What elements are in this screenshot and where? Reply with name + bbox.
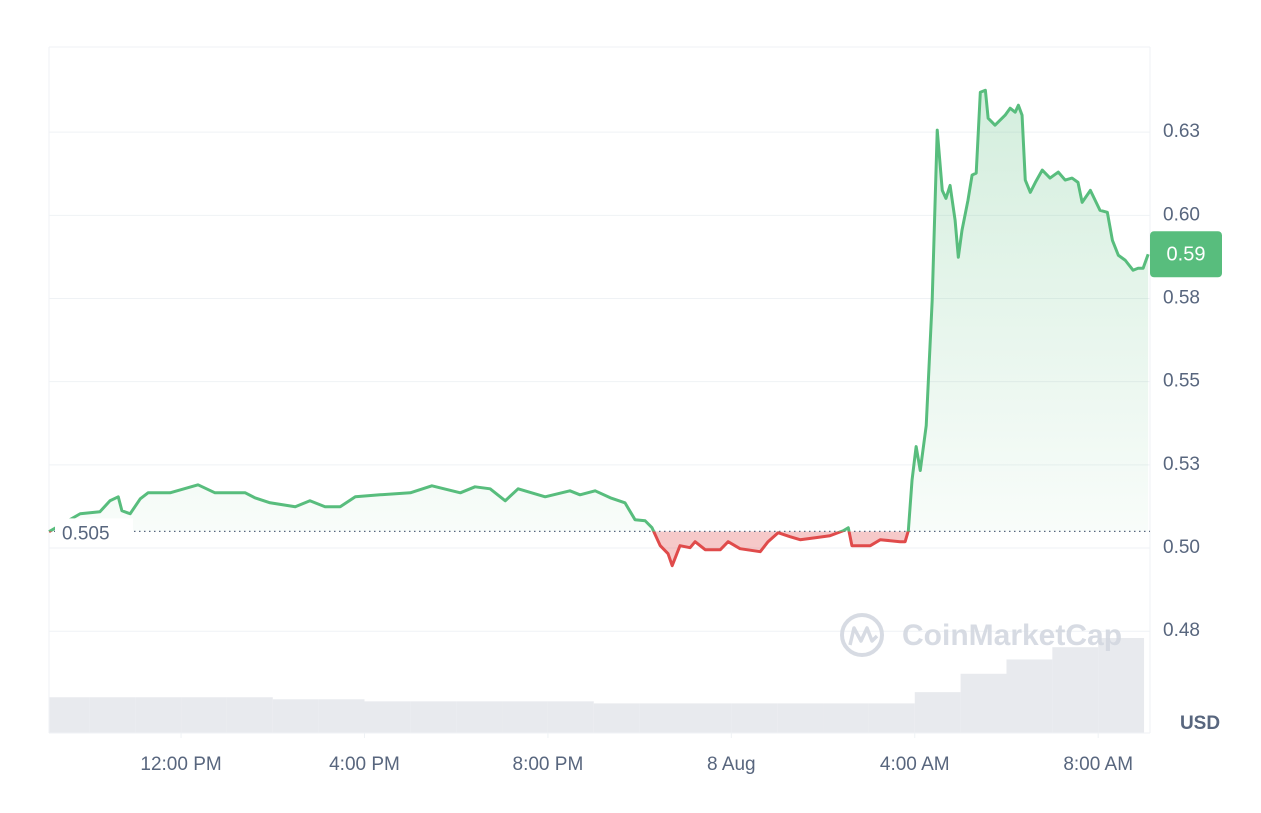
volume-bar: [135, 697, 182, 733]
x-tick-label: 8:00 PM: [513, 754, 584, 775]
volume-bar: [547, 701, 594, 733]
volume-bar: [593, 703, 640, 733]
volume-bar: [1006, 659, 1053, 733]
volume-layer: [49, 638, 1145, 733]
volume-bar: [410, 701, 457, 733]
y-unit: USD: [1180, 713, 1220, 734]
y-tick-label: 0.58: [1163, 288, 1200, 309]
series-layer: 0.505 0.59: [48, 88, 1222, 568]
volume-bar: [181, 697, 227, 733]
grid-layer: 0.48 0.50 0.53 0.55 0.58 0.60 0.63 12:00 PM 4:00…: [49, 121, 1200, 775]
price-line: [48, 88, 1150, 568]
volume-bar: [318, 699, 365, 733]
x-tick-label: 8 Aug: [707, 754, 756, 775]
volume-bar: [272, 699, 319, 733]
volume-bar: [456, 701, 503, 733]
volume-bar: [89, 697, 136, 733]
volume-bar: [502, 701, 548, 733]
volume-bar: [777, 703, 824, 733]
volume-bar: [1052, 647, 1099, 733]
y-tick-label: 0.53: [1163, 454, 1200, 475]
x-tick-label: 4:00 AM: [880, 754, 950, 775]
baseline-label-bg: [55, 518, 133, 547]
volume-bar: [685, 703, 732, 733]
x-tick-label: 8:00 AM: [1063, 754, 1133, 775]
watermark-logo: [840, 613, 884, 657]
watermark-text: CoinMarketCap: [902, 619, 1122, 652]
y-tick-label: 0.48: [1163, 620, 1200, 641]
volume-bar: [731, 703, 778, 733]
volume-bar: [1098, 638, 1145, 733]
volume-bar: [226, 697, 273, 733]
baseline-label: 0.505: [62, 523, 110, 544]
volume-bar: [639, 703, 686, 733]
volume-bar: [823, 703, 869, 733]
current-price-label: 0.59: [1167, 244, 1206, 266]
volume-bar: [364, 701, 411, 733]
x-tick-label: 12:00 PM: [140, 754, 221, 775]
y-tick-label: 0.50: [1163, 537, 1200, 558]
volume-bar: [868, 703, 915, 733]
y-tick-label: 0.60: [1163, 204, 1200, 225]
y-tick-label: 0.63: [1163, 121, 1200, 142]
x-tick-label: 4:00 PM: [329, 754, 400, 775]
current-price-box: [1150, 231, 1222, 278]
watermark: CoinMarketCap: [840, 613, 1122, 657]
watermark-logo: [848, 626, 879, 646]
volume-bar: [960, 673, 1007, 733]
volume-bar: [914, 692, 961, 733]
price-area: [49, 90, 1149, 566]
volume-bar: [49, 697, 90, 733]
y-tick-label: 0.55: [1163, 371, 1200, 392]
